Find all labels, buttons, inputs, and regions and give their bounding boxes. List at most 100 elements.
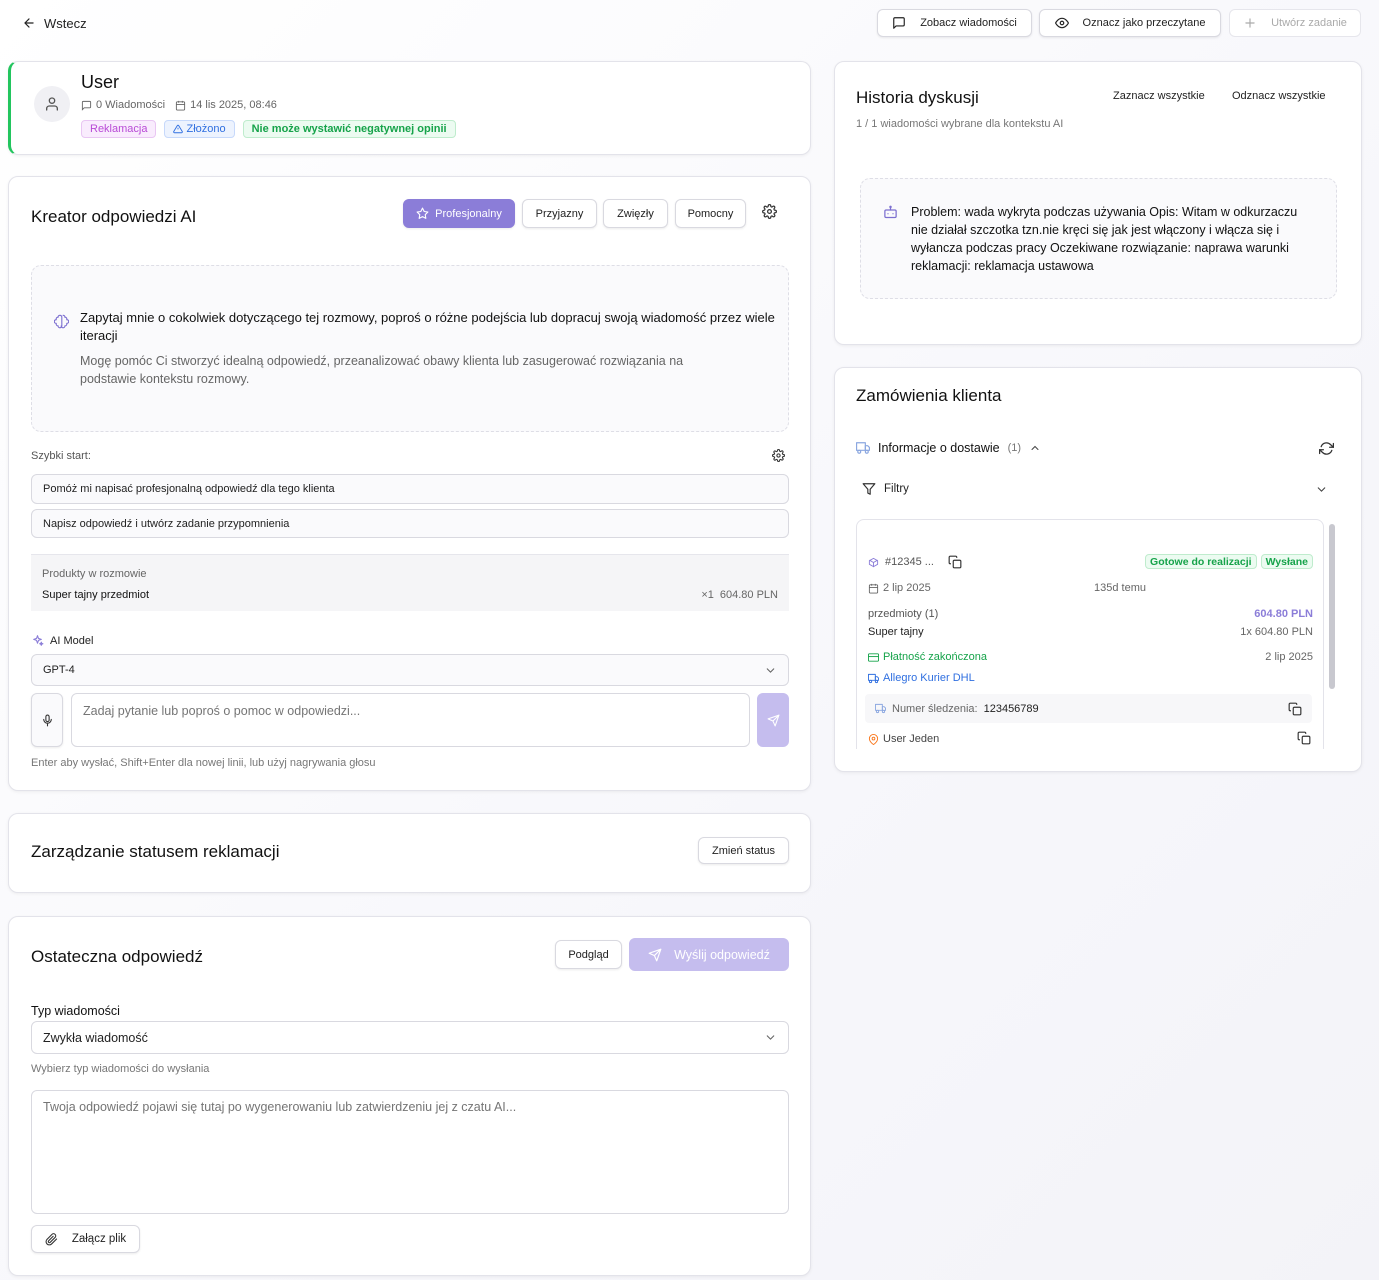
messages-count: 0 Wiadomości (96, 99, 166, 111)
products-panel: Produkty w rozmowie Super tajny przedmio… (31, 554, 789, 611)
model-label-row: AI Model (31, 634, 93, 647)
orders-card: Zamówienia klienta Informacje o dostawie… (834, 367, 1362, 772)
final-response-textarea[interactable] (31, 1090, 789, 1214)
quick-start-item[interactable]: Napisz odpowiedź i utwórz zadanie przypo… (31, 509, 789, 538)
tone-settings-button[interactable] (762, 204, 780, 222)
send-response-label: Wyślij odpowiedź (674, 947, 770, 962)
arrow-left-icon (22, 16, 36, 30)
deselect-all-button[interactable]: Odznacz wszystkie (1232, 90, 1326, 102)
truck-icon (875, 703, 886, 714)
ai-creator-title: Kreator odpowiedzi AI (31, 207, 197, 226)
tone-friendly-button[interactable]: Przyjazny (522, 199, 597, 228)
user-date: 14 lis 2025, 08:46 (190, 99, 277, 111)
star-icon (416, 207, 429, 220)
voice-record-button[interactable] (31, 693, 63, 747)
quick-start-label: Szybki start: (31, 450, 91, 462)
history-message-text: Problem: wada wykryta podczas używania O… (911, 205, 1298, 273)
ai-intro-desc: Mogę pomóc Ci stworzyć idealną odpowiedź… (80, 354, 684, 386)
selected-info: 1 / 1 wiadomości wybrane dla kontekstu A… (856, 118, 1064, 130)
product-name: Super tajny przedmiot (42, 589, 149, 601)
orders-title: Zamówienia klienta (856, 386, 1002, 405)
final-title: Ostateczna odpowiedź (31, 947, 203, 966)
payment-date: 2 lip 2025 (1265, 651, 1313, 663)
back-button[interactable]: Wstecz (22, 14, 87, 32)
order-id-row: #12345 ... (868, 555, 962, 569)
avatar (34, 86, 70, 122)
create-task-button[interactable]: Utwórz zadanie (1229, 9, 1361, 37)
payment-row: Płatność zakończona (868, 651, 987, 663)
create-task-label: Utwórz zadanie (1271, 17, 1347, 29)
refresh-button[interactable] (1319, 441, 1334, 459)
tone-concise-button[interactable]: Zwięzły (603, 199, 668, 228)
order-status-badges: Gotowe do realizacji Wysłane (1145, 554, 1313, 569)
badge-reklamacja: Reklamacja (81, 120, 157, 138)
chevron-down-icon (764, 664, 777, 677)
quick-start-item[interactable]: Pomóż mi napisać profesjonalną odpowiedź… (31, 474, 789, 504)
tone-professional-button[interactable]: Profesjonalny (403, 199, 515, 228)
badge-negatywna: Nie może wystawić negatywnej opinii (242, 120, 456, 138)
filters-toggle[interactable]: Filtry (862, 482, 1328, 496)
tone-helpful-button[interactable]: Pomocny (675, 199, 746, 228)
tracking-label: Numer śledzenia: (892, 702, 978, 715)
preview-button[interactable]: Podgląd (555, 940, 622, 969)
filters-label: Filtry (884, 483, 909, 495)
back-label: Wstecz (44, 15, 87, 31)
calendar-icon (868, 583, 879, 594)
courier-row: Allegro Kurier DHL (868, 672, 975, 684)
change-status-button[interactable]: Zmień status (698, 837, 789, 864)
status-title: Zarządzanie statusem reklamacji (31, 842, 280, 861)
message-type-select[interactable]: Zwykła wiadomość (31, 1021, 789, 1054)
quick-start-settings-button[interactable] (772, 449, 785, 465)
view-messages-label: Zobacz wiadomości (920, 17, 1017, 29)
tone-professional-label: Profesjonalny (435, 207, 502, 220)
payment-label: Płatność zakończona (883, 651, 987, 663)
order-list-scrollbar[interactable] (1329, 524, 1335, 689)
truck-icon (868, 673, 879, 684)
ai-creator-card: Kreator odpowiedzi AI Profesjonalny Przy… (8, 176, 811, 791)
chevron-up-icon (1029, 442, 1041, 454)
history-message[interactable]: Problem: wada wykryta podczas używania O… (860, 178, 1337, 299)
microphone-icon (41, 714, 54, 727)
brain-icon (54, 314, 69, 329)
ai-intro-title: Zapytaj mnie o cokolwiek dotyczącego tej… (80, 310, 775, 343)
mark-read-button[interactable]: Oznacz jako przeczytane (1039, 9, 1221, 37)
attach-file-button[interactable]: Załącz plik (31, 1225, 140, 1253)
truck-icon (856, 441, 870, 455)
mark-read-label: Oznacz jako przeczytane (1082, 17, 1206, 29)
user-badges: Reklamacja Złożono Nie może wystawić neg… (81, 120, 456, 138)
gear-icon (762, 204, 777, 219)
select-all-button[interactable]: Zaznacz wszystkie (1113, 90, 1205, 102)
product-qty: ×1 (701, 589, 714, 601)
sparkles-icon (31, 634, 44, 647)
order-list[interactable]: #12345 ... Gotowe do realizacji Wysłane … (856, 519, 1324, 749)
copy-tracking-button[interactable] (1288, 702, 1302, 716)
send-icon (648, 948, 662, 962)
tracking-row: Numer śledzenia: 123456789 (865, 694, 1312, 723)
message-square-icon (892, 16, 906, 30)
product-qty-price: ×1 604.80 PLN (701, 589, 778, 601)
plus-icon (1243, 16, 1257, 30)
view-messages-button[interactable]: Zobacz wiadomości (877, 9, 1032, 37)
model-select[interactable]: GPT-4 (31, 654, 789, 686)
courier-name: Allegro Kurier DHL (883, 672, 975, 684)
order-id: #12345 ... (885, 556, 934, 568)
copy-order-id-button[interactable] (948, 555, 962, 569)
chat-input[interactable] (71, 693, 750, 747)
delivery-count: (1) (1007, 442, 1022, 454)
message-icon (81, 100, 92, 111)
chevron-down-icon (1315, 483, 1328, 496)
user-icon (44, 96, 60, 112)
model-label: AI Model (50, 634, 94, 647)
chat-send-button[interactable] (757, 693, 789, 747)
recipient-name: User Jeden (883, 733, 940, 745)
message-type-hint: Wybierz typ wiadomości do wysłania (31, 1063, 210, 1075)
status-ready-badge: Gotowe do realizacji (1145, 554, 1257, 569)
chevron-down-icon (764, 1031, 777, 1044)
ai-intro-box: Zapytaj mnie o cokolwiek dotyczącego tej… (31, 265, 789, 432)
order-items-label: przedmioty (1) (868, 608, 939, 620)
order-item-name: Super tajny (868, 626, 924, 638)
credit-card-icon (868, 652, 879, 663)
delivery-toggle[interactable]: Informacje o dostawie (1) (856, 441, 1041, 455)
copy-address-button[interactable] (1297, 731, 1311, 745)
send-response-button[interactable]: Wyślij odpowiedź (629, 938, 789, 971)
